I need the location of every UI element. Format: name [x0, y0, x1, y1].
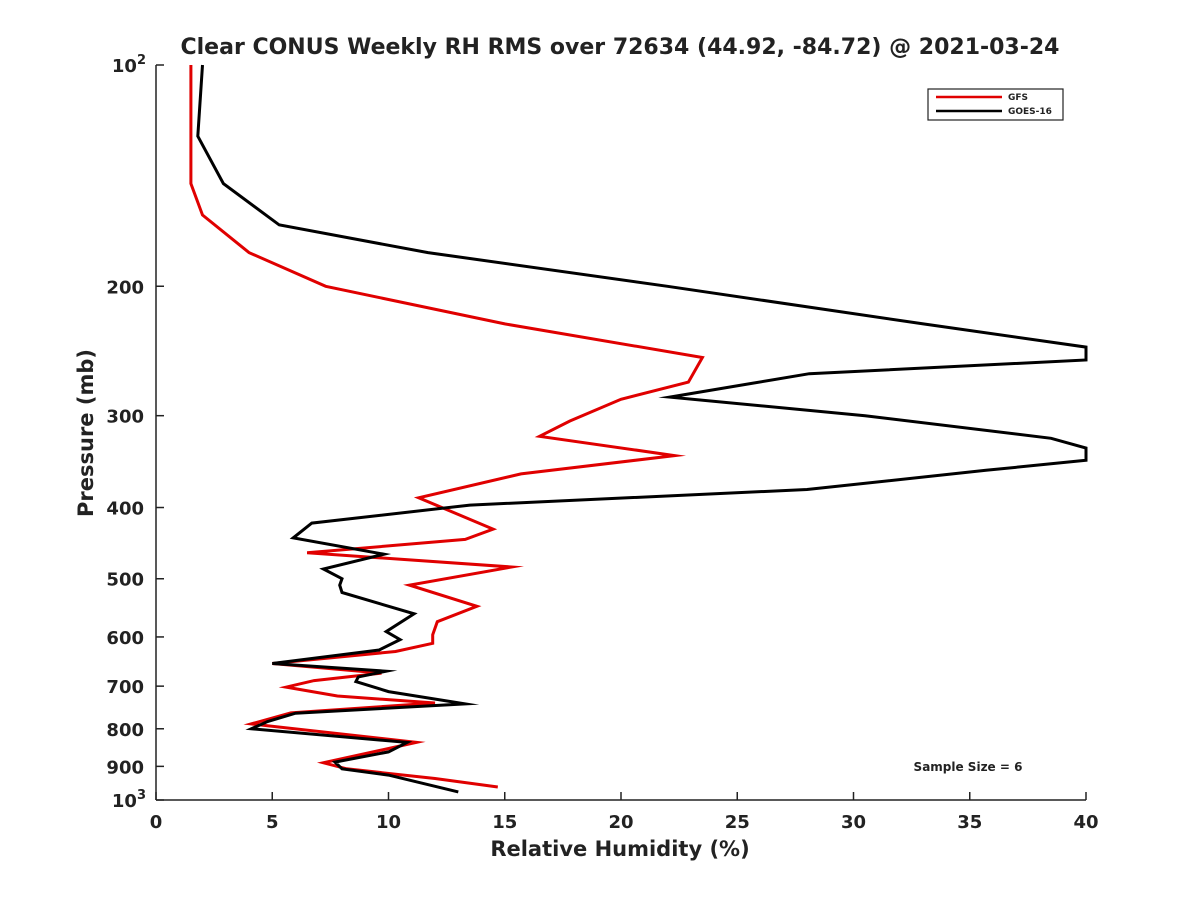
y-tick-label: 900: [106, 757, 144, 778]
series-line-goes16: [196, 64, 1088, 794]
x-tick-label: 25: [725, 812, 750, 833]
x-tick-label: 15: [492, 812, 517, 833]
x-tick-label: 40: [1073, 812, 1098, 833]
legend-label-gfs: GFS: [1008, 93, 1028, 103]
legend: GFS GOES-16: [927, 88, 1064, 121]
chart-title: Clear CONUS Weekly RH RMS over 72634 (44…: [181, 35, 1060, 60]
y-tick-label: 103: [112, 788, 146, 812]
y-tick-label: 102: [112, 53, 146, 77]
legend-box: [927, 88, 1064, 121]
x-tick-label: 20: [608, 812, 633, 833]
sample-size-annotation: Sample Size = 6: [914, 760, 1023, 774]
y-tick-label-exponent: 2: [137, 53, 146, 68]
y-tick-label: 300: [106, 407, 144, 428]
y-tick-label-base: 10: [112, 791, 137, 812]
y-tick-label: 500: [106, 570, 144, 591]
series-layer: [189, 64, 1088, 794]
y-tick-label-base: 10: [112, 56, 137, 77]
x-tick-label: 10: [376, 812, 401, 833]
y-tick-label: 600: [106, 628, 144, 649]
x-axis-title: Relative Humidity (%): [490, 837, 749, 861]
x-tick-label: 30: [841, 812, 866, 833]
y-tick-label: 700: [106, 677, 144, 698]
legend-label-goes16: GOES-16: [1008, 107, 1052, 117]
y-tick-label: 200: [106, 277, 144, 298]
x-tick-label: 0: [150, 812, 163, 833]
plot-area: 0 5 10 15 20 25 30 35 40 10220030040050060070080…: [106, 53, 1098, 833]
y-tick-label-exponent: 3: [137, 788, 146, 803]
x-tick-label: 35: [957, 812, 982, 833]
x-tick-label: 5: [266, 812, 279, 833]
y-axis-title: Pressure (mb): [74, 349, 98, 517]
y-tick-label: 400: [106, 499, 144, 520]
x-ticks: 0 5 10 15 20 25 30 35 40: [150, 792, 1099, 833]
y-tick-label: 800: [106, 720, 144, 741]
